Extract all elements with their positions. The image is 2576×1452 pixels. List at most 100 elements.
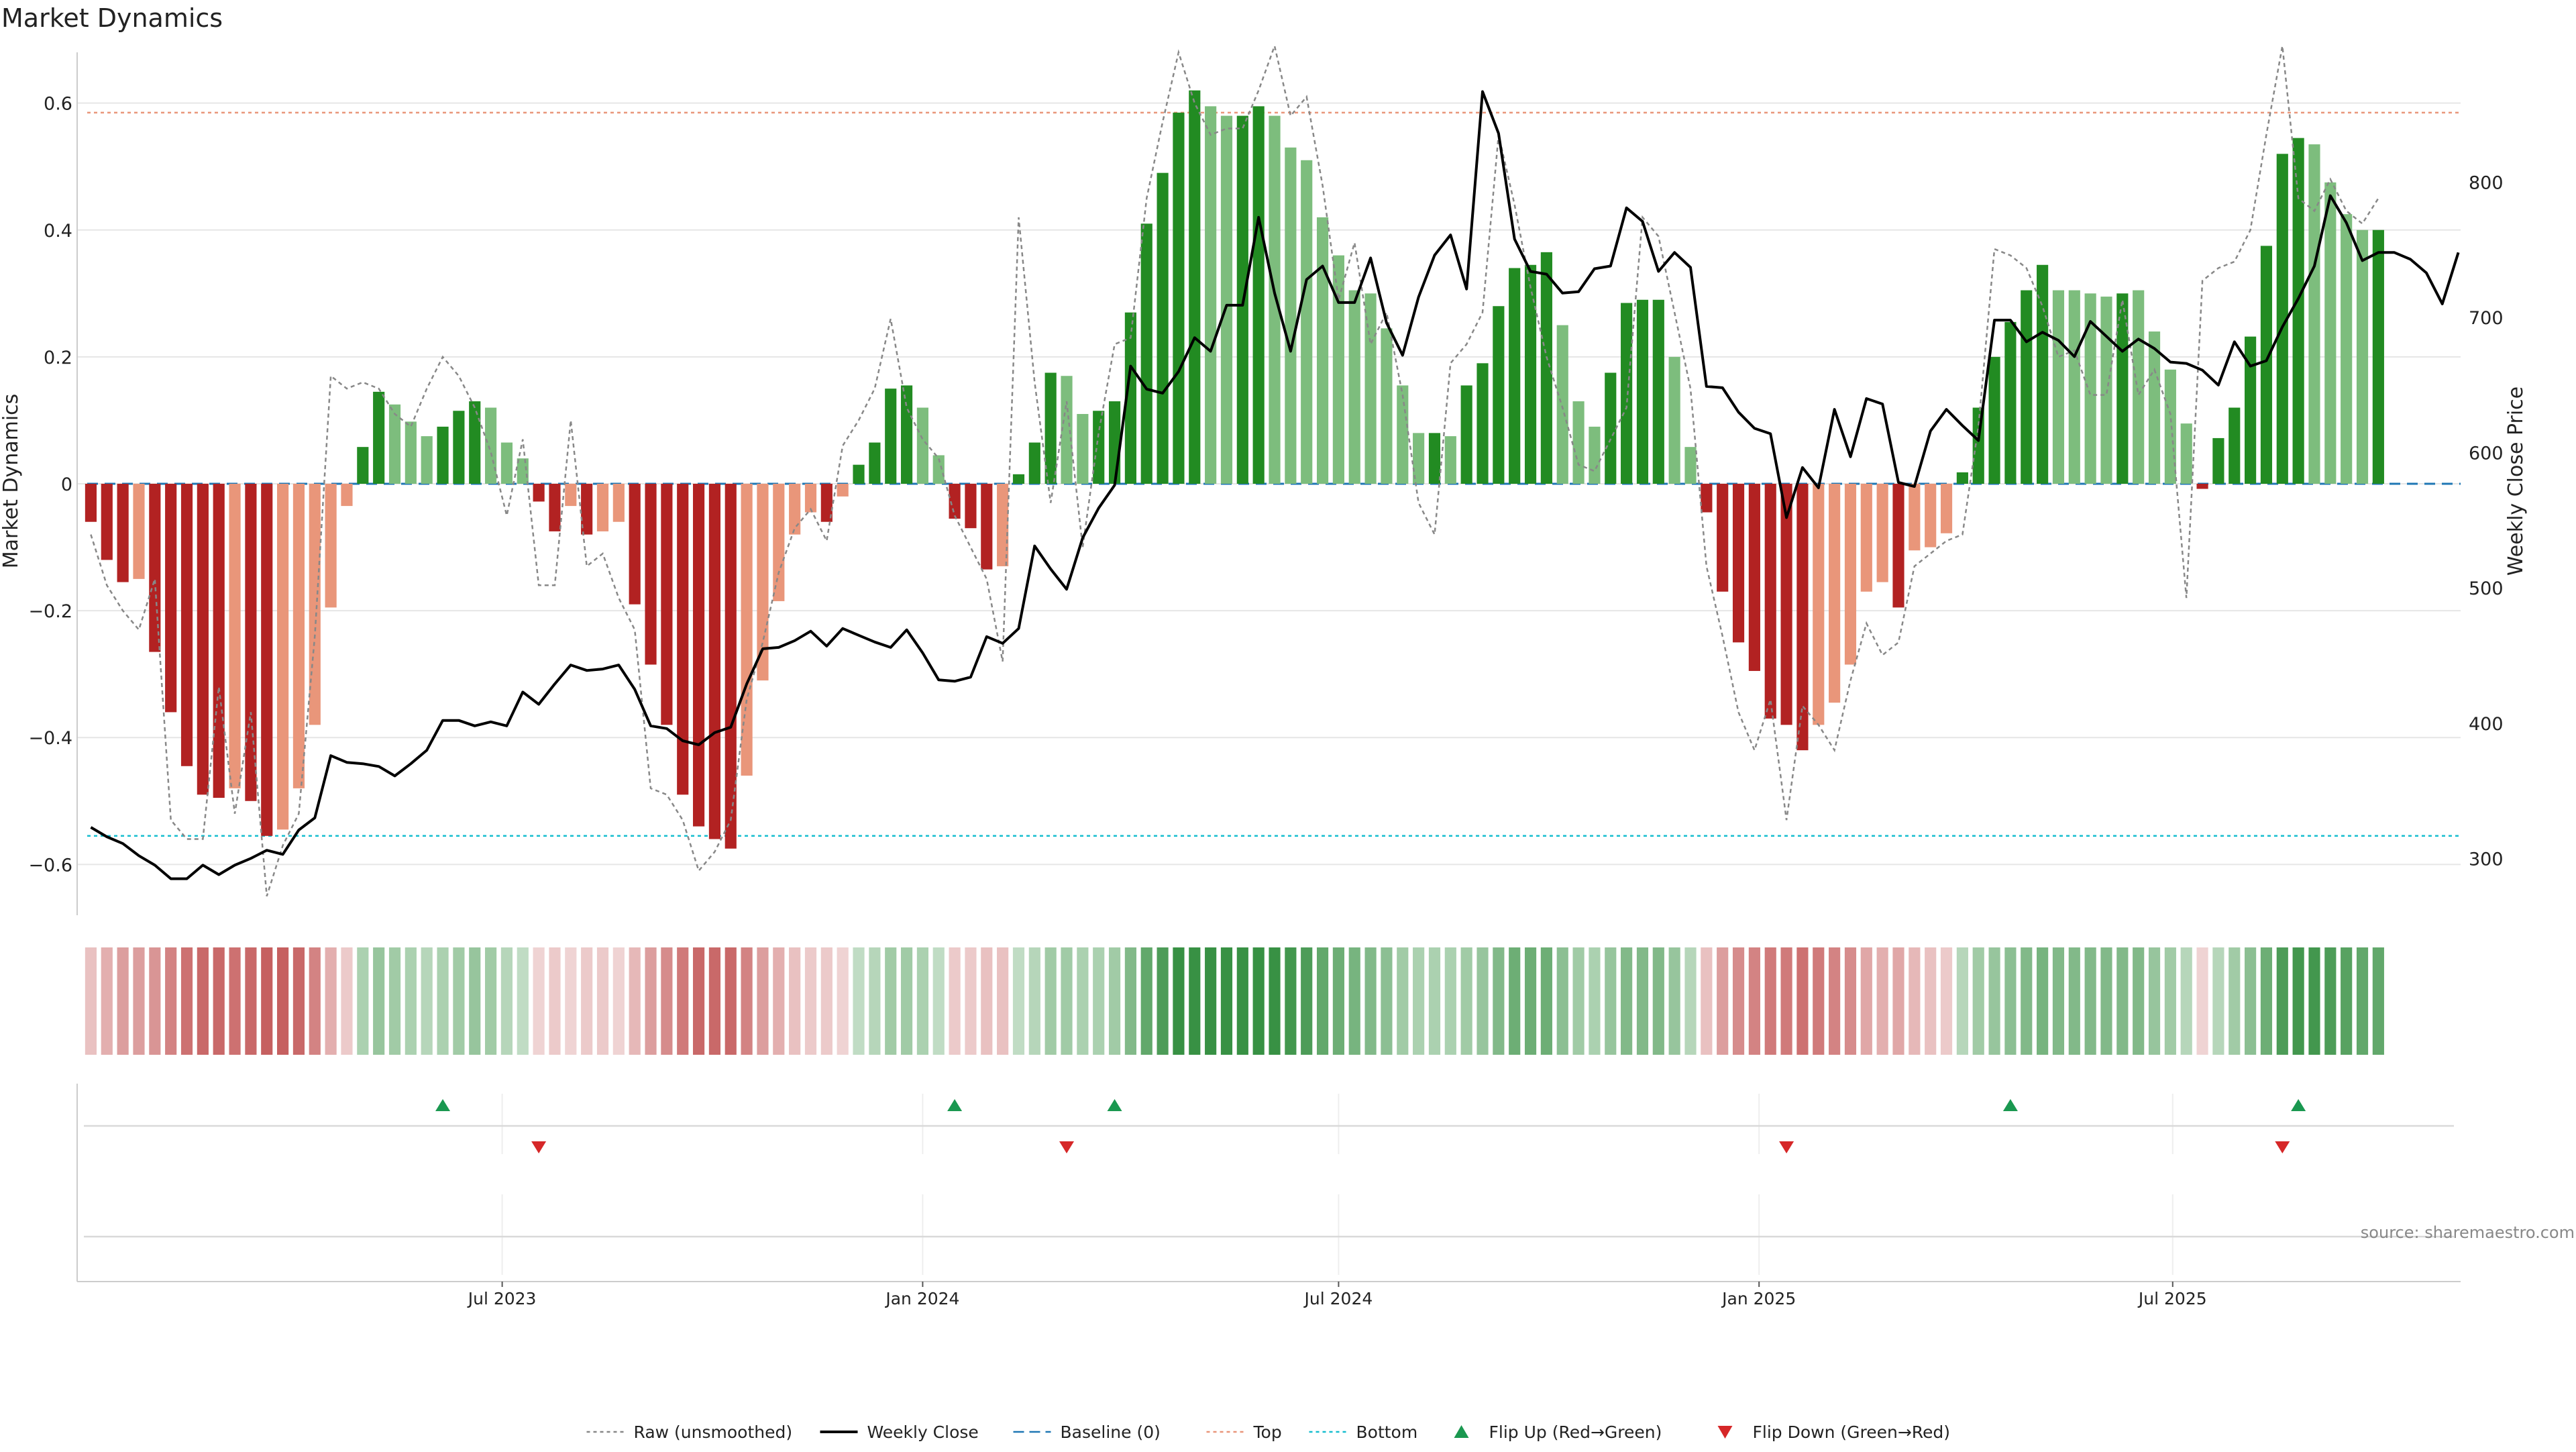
intensity-strip-cell bbox=[1077, 947, 1089, 1055]
intensity-strip-cell bbox=[1732, 947, 1745, 1055]
intensity-strip-cell bbox=[1124, 947, 1136, 1055]
intensity-strip-cell bbox=[277, 947, 289, 1055]
market-dynamics-bar bbox=[1636, 299, 1649, 484]
intensity-strip-cell bbox=[229, 947, 241, 1055]
intensity-strip-cell bbox=[2068, 947, 2080, 1055]
intensity-strip-cell bbox=[1540, 947, 1552, 1055]
market-dynamics-bar bbox=[1364, 293, 1377, 484]
intensity-strip-cell bbox=[1444, 947, 1456, 1055]
intensity-strip-cell bbox=[981, 947, 993, 1055]
intensity-strip-cell bbox=[2341, 947, 2353, 1055]
market-dynamics-bar bbox=[149, 484, 161, 652]
market-dynamics-bar bbox=[2037, 264, 2049, 484]
intensity-strip-cell bbox=[1493, 947, 1505, 1055]
market-dynamics-bar bbox=[341, 484, 353, 507]
intensity-strip-cell bbox=[2133, 947, 2145, 1055]
intensity-strip-cell bbox=[1397, 947, 1409, 1055]
market-dynamics-bar bbox=[820, 484, 833, 522]
legend-item: Top bbox=[1206, 1422, 1282, 1442]
market-dynamics-bar bbox=[517, 458, 529, 484]
intensity-strip-cell bbox=[661, 947, 673, 1055]
market-dynamics-bar bbox=[469, 401, 481, 484]
intensity-strip-cell bbox=[2260, 947, 2273, 1055]
intensity-strip-cell bbox=[741, 947, 753, 1055]
intensity-strip-cell bbox=[837, 947, 849, 1055]
intensity-strip-cell bbox=[1589, 947, 1601, 1055]
market-dynamics-bar bbox=[997, 484, 1009, 566]
market-dynamics-bar bbox=[916, 407, 928, 484]
market-dynamics-bar bbox=[1701, 484, 1713, 513]
market-dynamics-bar bbox=[885, 388, 897, 484]
intensity-strip-cell bbox=[1108, 947, 1121, 1055]
market-dynamics-bar bbox=[1988, 356, 2000, 484]
market-dynamics-bar bbox=[1940, 484, 1953, 533]
market-dynamics-bar bbox=[1605, 372, 1617, 484]
intensity-strip-cell bbox=[1460, 947, 1472, 1055]
flip-up-marker bbox=[1107, 1099, 1122, 1111]
y2-tick-label: 500 bbox=[2469, 578, 2504, 599]
intensity-strip-cell bbox=[149, 947, 161, 1055]
market-dynamics-bar bbox=[484, 407, 497, 484]
market-dynamics-bar bbox=[1428, 433, 1441, 484]
legend-item: Baseline (0) bbox=[1013, 1422, 1161, 1442]
intensity-strip-cell bbox=[1605, 947, 1617, 1055]
flip-markers bbox=[84, 1094, 2454, 1275]
intensity-strip-cell bbox=[596, 947, 609, 1055]
intensity-strip-cell bbox=[1796, 947, 1809, 1055]
market-dynamics-bar bbox=[1621, 303, 1633, 484]
intensity-strip-cell bbox=[180, 947, 193, 1055]
market-dynamics-bar bbox=[500, 442, 513, 484]
market-dynamics-bar bbox=[837, 484, 849, 497]
market-dynamics-bar bbox=[661, 484, 673, 725]
market-dynamics-bar bbox=[949, 484, 961, 519]
market-dynamics-bar bbox=[1652, 299, 1664, 484]
market-dynamics-bar bbox=[773, 484, 785, 601]
market-dynamics-bar bbox=[596, 484, 609, 531]
legend-swatch bbox=[1717, 1426, 1733, 1439]
intensity-strip-cell bbox=[997, 947, 1009, 1055]
market-dynamics-bar bbox=[277, 484, 289, 830]
market-dynamics-bar bbox=[612, 484, 625, 522]
market-dynamics-bar bbox=[677, 484, 689, 795]
intensity-strip-cell bbox=[2212, 947, 2224, 1055]
intensity-strip-cell bbox=[2324, 947, 2337, 1055]
intensity-strip-cell bbox=[325, 947, 337, 1055]
intensity-strip-cell bbox=[1621, 947, 1633, 1055]
intensity-strip-cell bbox=[2148, 947, 2161, 1055]
intensity-strip-cell bbox=[453, 947, 465, 1055]
intensity-strip-cell bbox=[1701, 947, 1713, 1055]
intensity-strip-cell bbox=[645, 947, 657, 1055]
legend-item: Raw (unsmoothed) bbox=[586, 1422, 793, 1442]
market-dynamics-bar bbox=[1332, 255, 1344, 484]
intensity-strip-cell bbox=[708, 947, 721, 1055]
market-dynamics-bar bbox=[2021, 290, 2033, 484]
market-dynamics-bar bbox=[1524, 264, 1537, 484]
axes: −0.6 −0.4 −0.2 0 0.2 0.4 0.6 300 400 500 600 700 800 bbox=[28, 52, 2504, 915]
intensity-strip-cell bbox=[1748, 947, 1760, 1055]
market-dynamics-bar bbox=[1556, 325, 1568, 484]
intensity-strip-cell bbox=[1892, 947, 1904, 1055]
price-lines bbox=[90, 43, 2460, 896]
intensity-strip-cell bbox=[2084, 947, 2096, 1055]
intensity-strip-cell bbox=[1348, 947, 1360, 1055]
market-dynamics-bar bbox=[645, 484, 657, 665]
market-dynamics-bar bbox=[1044, 372, 1057, 484]
weekly-close-line bbox=[90, 90, 2460, 880]
flip-down-marker bbox=[1779, 1141, 1794, 1153]
legend-label: Baseline (0) bbox=[1061, 1422, 1161, 1442]
legend-label: Bottom bbox=[1356, 1422, 1418, 1442]
market-dynamics-bar bbox=[2052, 290, 2065, 484]
market-dynamics-bar bbox=[1460, 385, 1472, 484]
market-dynamics-bar bbox=[1829, 484, 1841, 703]
legend-item: Bottom bbox=[1309, 1422, 1418, 1442]
y2-tick-label: 700 bbox=[2469, 308, 2504, 329]
intensity-strip-cell bbox=[1972, 947, 1984, 1055]
x-tick-label: Jan 2024 bbox=[884, 1289, 959, 1308]
y-tick-label: 0.6 bbox=[44, 94, 72, 115]
intensity-strip-cell bbox=[1940, 947, 1953, 1055]
market-dynamics-bar bbox=[2356, 229, 2369, 484]
legend-label: Raw (unsmoothed) bbox=[634, 1422, 793, 1442]
market-dynamics-bar bbox=[1205, 106, 1217, 484]
market-dynamics-bar bbox=[981, 484, 993, 570]
intensity-strip-cell bbox=[1140, 947, 1152, 1055]
